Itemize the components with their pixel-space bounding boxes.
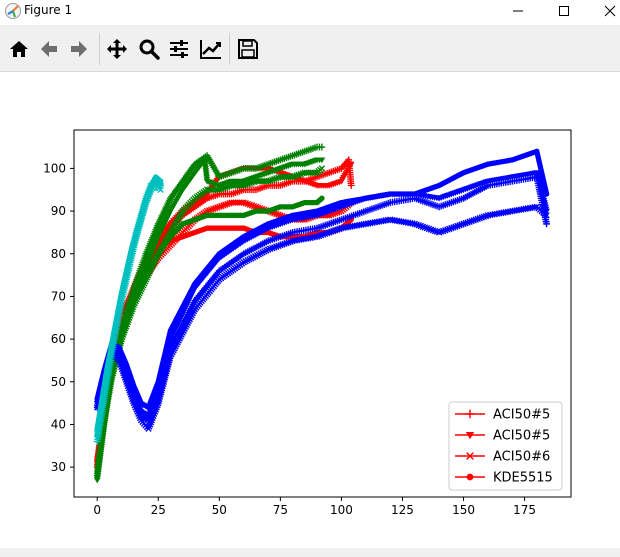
minimize-icon bbox=[513, 10, 523, 12]
forward-button[interactable] bbox=[67, 37, 91, 61]
arrow-left-icon bbox=[41, 41, 57, 57]
y-tick-label: 70 bbox=[51, 289, 66, 303]
data-point bbox=[543, 191, 550, 197]
sliders-icon bbox=[170, 40, 188, 58]
home-button[interactable] bbox=[7, 37, 31, 61]
data-point bbox=[318, 143, 326, 151]
x-tick-label: 125 bbox=[391, 503, 414, 517]
move-icon bbox=[107, 39, 127, 59]
back-button[interactable] bbox=[37, 37, 61, 61]
close-button[interactable] bbox=[587, 0, 620, 22]
edit-axis-button[interactable] bbox=[199, 37, 223, 61]
data-point bbox=[347, 182, 355, 189]
chart-legend: ACI50#5 ACI50#5 ACI50#6 KDE5515 bbox=[448, 401, 563, 491]
y-tick-label: 100 bbox=[43, 161, 66, 175]
chart-series bbox=[93, 143, 550, 484]
line-chart-icon bbox=[200, 40, 221, 59]
data-point bbox=[157, 178, 164, 184]
x-tick-label: 150 bbox=[452, 503, 475, 517]
axes-ticks: 0 25 50 75 100 125 150 175 30 40 50 60 70 80 90 100 bbox=[43, 161, 536, 517]
maximize-icon bbox=[559, 6, 569, 16]
legend-marker bbox=[466, 473, 474, 481]
y-tick-label: 30 bbox=[51, 460, 66, 474]
line-chart: 0 25 50 75 100 125 150 175 30 40 50 60 70 80 90 100 ACI… bbox=[43, 129, 572, 517]
x-tick-label: 25 bbox=[151, 503, 166, 517]
pan-button[interactable] bbox=[105, 37, 129, 61]
y-tick-label: 80 bbox=[51, 247, 66, 261]
series-line bbox=[93, 161, 355, 467]
data-point bbox=[319, 195, 325, 201]
data-point bbox=[318, 157, 326, 164]
legend-label: ACI50#6 bbox=[493, 450, 550, 465]
y-tick-label: 90 bbox=[51, 204, 66, 218]
legend-label: ACI50#5 bbox=[493, 408, 550, 423]
arrow-right-icon bbox=[71, 41, 87, 57]
x-tick-label: 50 bbox=[212, 503, 227, 517]
status-bar bbox=[0, 548, 620, 557]
zoom-button[interactable] bbox=[137, 37, 161, 61]
x-tick-label: 75 bbox=[273, 503, 288, 517]
legend-label: ACI50#5 bbox=[493, 429, 550, 444]
save-button[interactable] bbox=[236, 37, 260, 61]
maximize-button[interactable] bbox=[541, 0, 587, 22]
close-icon bbox=[604, 5, 616, 17]
y-tick-label: 60 bbox=[51, 332, 66, 346]
navigation-toolbar bbox=[0, 25, 620, 72]
home-icon bbox=[10, 41, 28, 57]
data-point bbox=[347, 161, 355, 168]
magnifier-icon bbox=[139, 39, 160, 60]
y-tick-label: 40 bbox=[51, 417, 66, 431]
toolbar-separator bbox=[99, 33, 100, 65]
x-tick-label: 100 bbox=[330, 503, 353, 517]
figure-canvas[interactable]: 0 25 50 75 100 125 150 175 30 40 50 60 70 80 90 100 ACI… bbox=[0, 72, 620, 548]
y-tick-label: 50 bbox=[51, 375, 66, 389]
minimize-button[interactable] bbox=[495, 0, 541, 22]
data-point bbox=[318, 165, 326, 172]
window-title: Figure 1 bbox=[24, 3, 73, 17]
legend-label: KDE5515 bbox=[493, 471, 553, 486]
series-path bbox=[96, 163, 352, 463]
floppy-disk-icon bbox=[238, 39, 258, 59]
x-tick-label: 175 bbox=[513, 503, 536, 517]
app-icon bbox=[5, 3, 21, 19]
x-tick-label: 0 bbox=[93, 503, 101, 517]
window-titlebar: Figure 1 bbox=[0, 0, 620, 22]
toolbar-separator bbox=[229, 33, 230, 65]
configure-subplots-button[interactable] bbox=[167, 37, 191, 61]
